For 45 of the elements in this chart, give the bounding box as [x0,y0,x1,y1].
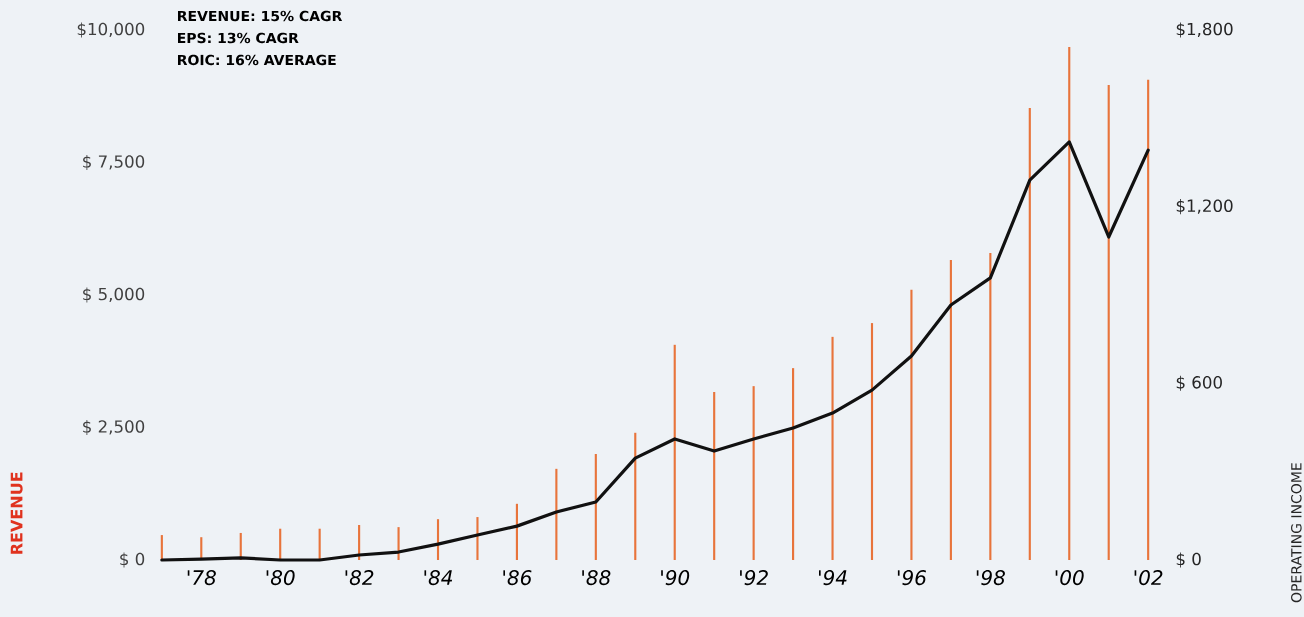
x-tick-label: '88 [582,570,611,586]
bar [870,323,874,560]
bar [476,517,479,560]
annotation: EPS: 13% CAGR [178,32,299,44]
bar [594,453,597,560]
bar [1028,107,1031,560]
y2-tick-label: $1,800 [1176,22,1233,38]
bar [989,253,992,560]
y-tick-label: $ 7,500 [83,154,145,171]
x-tick-label: '96 [897,570,927,586]
y-axis-title: REVENUE [10,472,23,554]
bar [949,260,952,560]
line-series [160,140,1150,562]
y2-tick-label: $ 600 [1176,375,1222,391]
text: REVENUE: 15% CAGR [178,10,343,22]
x-tick-label: '92 [740,570,768,586]
y2-tick-label: $ 0 [1176,552,1201,568]
y-tick-label: $ 5,000 [83,287,145,303]
x-tick-label: '90 [661,570,690,586]
x-tick-label: '80 [266,570,295,586]
bar [910,289,913,560]
bar [713,391,716,560]
x-tick-label: '84 [424,570,453,586]
x-tick-label: '02 [1134,570,1163,586]
y2-tick-label: $1,200 [1176,199,1233,215]
x-tick-label: '00 [1055,570,1084,586]
x-tick-label: '82 [345,570,374,586]
annotation: ROIC: 16% AVERAGE [178,54,336,66]
x-tick-label: '94 [818,570,847,586]
x-tick-label: '86 [503,570,532,586]
bar [792,368,795,560]
bar [555,468,558,560]
bar [1107,85,1110,560]
bar [1147,79,1150,560]
y-tick-label: $ 2,500 [83,419,145,436]
y2-axis-title: OPERATING INCOME [1291,463,1302,603]
bar [752,386,755,560]
bar [1068,46,1071,560]
x-tick-label: '78 [187,570,216,586]
y-tick-label: $10,000 [77,22,145,38]
x-tick-label: '98 [976,570,1005,586]
bar [634,432,637,560]
bar [831,336,834,560]
y-tick-label: $ 0 [120,552,145,568]
bar [673,344,676,560]
